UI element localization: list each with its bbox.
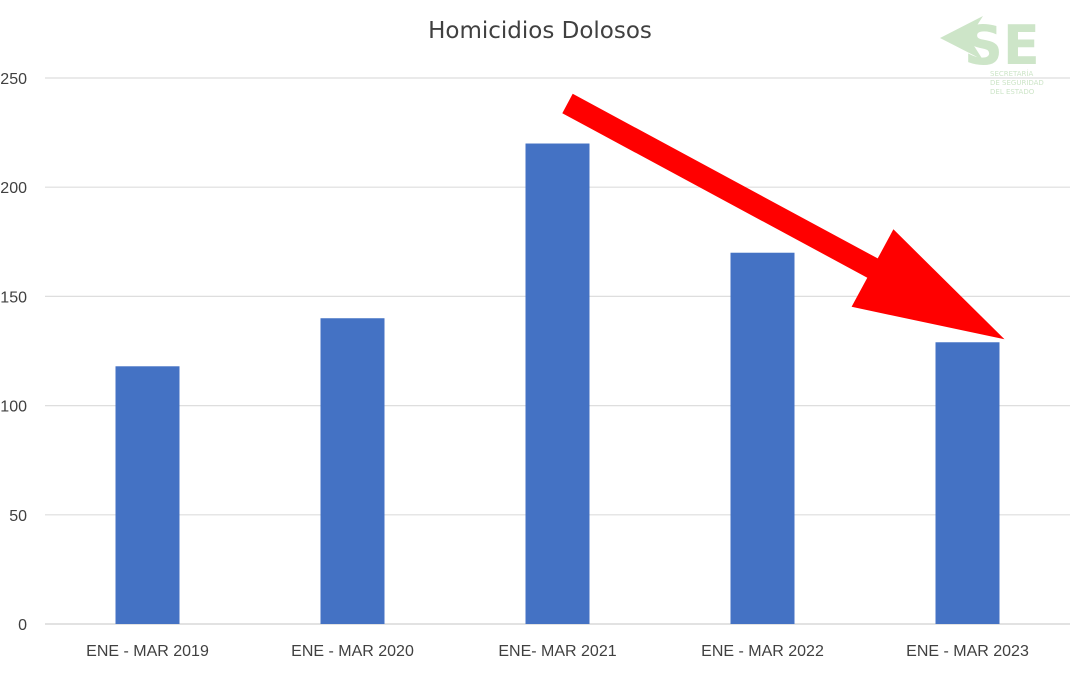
bar bbox=[320, 318, 385, 624]
bar bbox=[730, 252, 795, 624]
x-tick-label: ENE - MAR 2022 bbox=[701, 643, 824, 660]
logo-subtext-1: SECRETARÍA bbox=[990, 69, 1033, 78]
bar bbox=[115, 366, 180, 624]
logo-subtext-3: DEL ESTADO bbox=[990, 88, 1035, 96]
x-tick-label: ENE - MAR 2019 bbox=[86, 643, 209, 660]
x-tick-label: ENE - MAR 2020 bbox=[291, 643, 414, 660]
bar bbox=[935, 342, 1000, 624]
bar bbox=[525, 143, 590, 624]
y-tick-label: 200 bbox=[0, 180, 27, 197]
trend-arrow bbox=[562, 93, 1005, 340]
y-tick-label: 150 bbox=[0, 289, 27, 306]
y-tick-label: 0 bbox=[18, 617, 27, 634]
y-tick-label: 100 bbox=[0, 399, 27, 416]
chart-title: Homicidios Dolosos bbox=[428, 18, 652, 44]
logo-chevron-icon bbox=[940, 16, 983, 60]
y-tick-label: 50 bbox=[9, 508, 27, 525]
x-tick-label: ENE- MAR 2021 bbox=[498, 643, 616, 660]
trend-arrow-shape bbox=[562, 93, 1005, 340]
x-tick-label: ENE - MAR 2023 bbox=[906, 643, 1029, 660]
sse-logo: SE SECRETARÍA DE SEGURIDAD DEL ESTADO bbox=[940, 14, 1044, 96]
logo-subtext-2: DE SEGURIDAD bbox=[990, 79, 1044, 87]
logo-text: SE bbox=[964, 14, 1040, 77]
y-axis-ticks: 0 50 100 150 200 250 bbox=[0, 71, 27, 634]
y-tick-label: 250 bbox=[0, 71, 27, 88]
bars bbox=[115, 143, 1000, 624]
x-axis-labels: ENE - MAR 2019 ENE - MAR 2020 ENE- MAR 202… bbox=[86, 643, 1029, 660]
